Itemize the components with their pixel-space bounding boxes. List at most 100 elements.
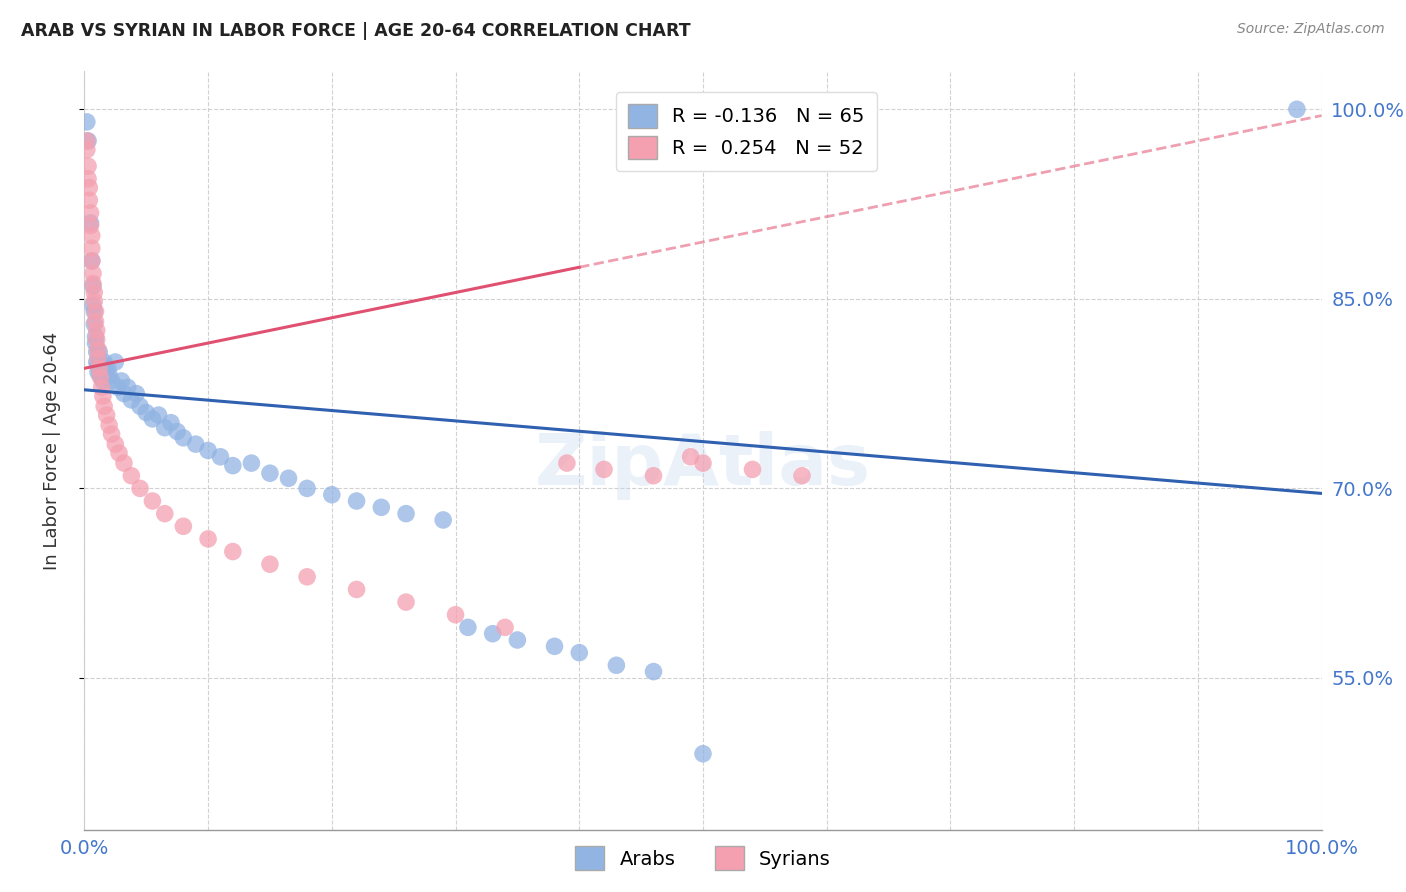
Point bbox=[96, 370, 118, 384]
Point bbox=[82, 279, 104, 293]
Point bbox=[87, 365, 110, 379]
Point bbox=[129, 399, 152, 413]
Point bbox=[94, 364, 117, 378]
Point bbox=[104, 437, 127, 451]
Point bbox=[692, 456, 714, 470]
Point bbox=[104, 355, 127, 369]
Point bbox=[97, 361, 120, 376]
Point bbox=[222, 458, 245, 473]
Point bbox=[395, 595, 418, 609]
Point bbox=[80, 254, 103, 268]
Point bbox=[83, 285, 105, 300]
Legend: R = -0.136   N = 65, R =  0.254   N = 52: R = -0.136 N = 65, R = 0.254 N = 52 bbox=[616, 93, 876, 171]
Point bbox=[259, 557, 281, 571]
Text: ZipAtlas: ZipAtlas bbox=[536, 431, 870, 500]
Point bbox=[444, 607, 467, 622]
Point bbox=[89, 368, 111, 382]
Point bbox=[83, 317, 105, 331]
Point bbox=[141, 494, 163, 508]
Point bbox=[91, 361, 114, 376]
Point bbox=[321, 488, 343, 502]
Point bbox=[395, 507, 418, 521]
Point bbox=[82, 267, 104, 281]
Point bbox=[83, 294, 105, 309]
Point bbox=[91, 389, 114, 403]
Point bbox=[96, 408, 118, 422]
Point bbox=[643, 468, 665, 483]
Point bbox=[148, 408, 170, 422]
Point bbox=[84, 315, 107, 329]
Point bbox=[98, 368, 121, 382]
Point bbox=[86, 332, 108, 346]
Point bbox=[172, 519, 194, 533]
Point bbox=[77, 134, 100, 148]
Point bbox=[90, 380, 112, 394]
Point bbox=[209, 450, 232, 464]
Point bbox=[593, 462, 616, 476]
Point bbox=[679, 450, 702, 464]
Point bbox=[129, 482, 152, 496]
Point bbox=[82, 298, 104, 312]
Point bbox=[77, 159, 100, 173]
Point bbox=[222, 544, 245, 558]
Y-axis label: In Labor Force | Age 20-64: In Labor Force | Age 20-64 bbox=[42, 331, 60, 570]
Legend: Arabs, Syrians: Arabs, Syrians bbox=[567, 838, 839, 878]
Point bbox=[84, 330, 107, 344]
Point bbox=[543, 640, 565, 654]
Point bbox=[494, 620, 516, 634]
Point bbox=[1285, 102, 1308, 116]
Point bbox=[295, 570, 318, 584]
Point bbox=[76, 115, 98, 129]
Point bbox=[79, 180, 101, 194]
Point bbox=[89, 344, 111, 359]
Point bbox=[91, 374, 114, 388]
Point bbox=[79, 216, 101, 230]
Point bbox=[605, 658, 627, 673]
Point bbox=[117, 380, 139, 394]
Point bbox=[89, 355, 111, 369]
Point bbox=[259, 466, 281, 480]
Point bbox=[240, 456, 263, 470]
Point bbox=[112, 456, 135, 470]
Point bbox=[153, 421, 176, 435]
Point bbox=[89, 370, 111, 384]
Point bbox=[120, 468, 142, 483]
Point bbox=[87, 343, 110, 357]
Point bbox=[100, 427, 122, 442]
Point bbox=[93, 399, 115, 413]
Text: Source: ZipAtlas.com: Source: ZipAtlas.com bbox=[1237, 22, 1385, 37]
Point bbox=[555, 456, 578, 470]
Point bbox=[197, 532, 219, 546]
Point bbox=[89, 361, 111, 376]
Text: ARAB VS SYRIAN IN LABOR FORCE | AGE 20-64 CORRELATION CHART: ARAB VS SYRIAN IN LABOR FORCE | AGE 20-6… bbox=[21, 22, 690, 40]
Point bbox=[86, 355, 108, 369]
Point bbox=[89, 361, 111, 376]
Point bbox=[90, 358, 112, 372]
Point bbox=[790, 468, 813, 483]
Point bbox=[160, 416, 183, 430]
Point bbox=[457, 620, 479, 634]
Point bbox=[87, 351, 110, 366]
Point bbox=[125, 386, 148, 401]
Point bbox=[77, 171, 100, 186]
Point bbox=[120, 392, 142, 407]
Point bbox=[277, 471, 299, 485]
Point bbox=[172, 431, 194, 445]
Point bbox=[432, 513, 454, 527]
Point bbox=[481, 626, 503, 640]
Point bbox=[153, 507, 176, 521]
Point bbox=[346, 582, 368, 597]
Point bbox=[100, 374, 122, 388]
Point bbox=[80, 228, 103, 243]
Point bbox=[79, 219, 101, 233]
Point bbox=[370, 500, 392, 515]
Point bbox=[98, 418, 121, 433]
Point bbox=[568, 646, 591, 660]
Point bbox=[346, 494, 368, 508]
Point bbox=[82, 277, 104, 291]
Point bbox=[506, 633, 529, 648]
Point bbox=[83, 304, 105, 318]
Point bbox=[184, 437, 207, 451]
Point bbox=[84, 304, 107, 318]
Point bbox=[107, 380, 129, 394]
